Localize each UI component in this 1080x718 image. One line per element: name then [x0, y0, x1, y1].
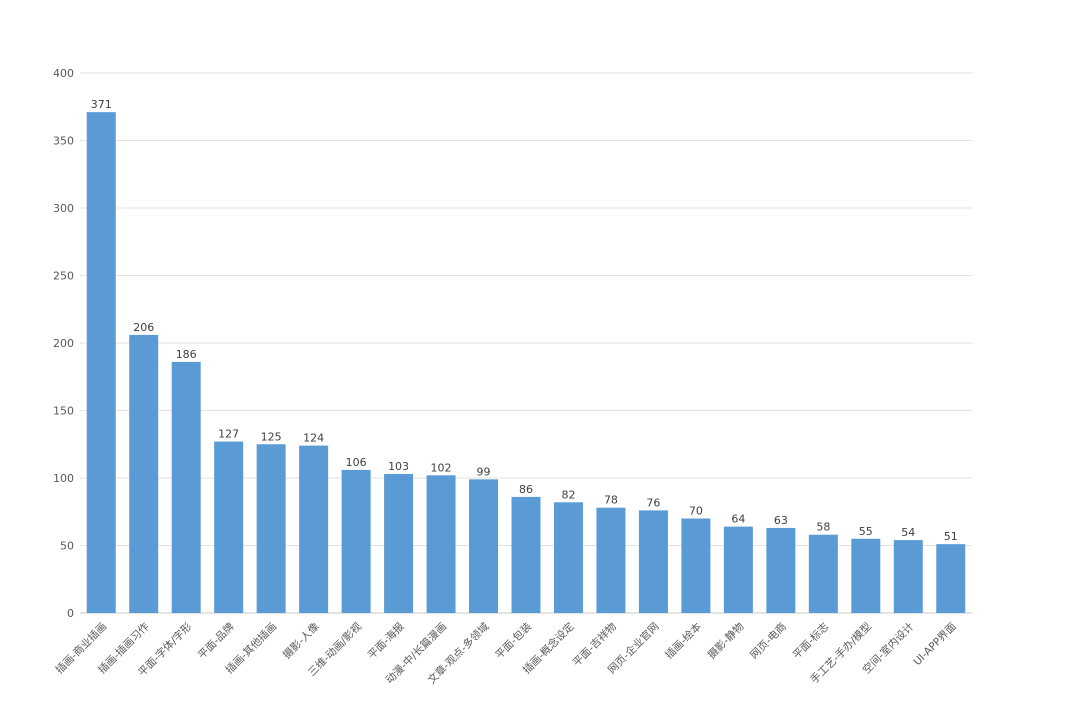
data-label: 64	[731, 513, 745, 526]
bar	[553, 502, 583, 613]
x-tick-label: 摄影-人像	[280, 620, 322, 662]
bar	[851, 538, 881, 613]
y-tick-label: 300	[53, 202, 74, 215]
data-label: 51	[944, 530, 958, 543]
x-tick-label: UI-APP界面	[911, 621, 959, 669]
data-label: 125	[261, 430, 282, 443]
data-label: 99	[477, 465, 491, 478]
bar	[86, 112, 116, 614]
x-tick-label: 网页-电商	[747, 620, 789, 662]
bar	[638, 510, 668, 613]
data-label: 78	[604, 494, 618, 507]
bar	[511, 496, 541, 613]
bar	[256, 444, 286, 613]
data-label: 186	[176, 348, 197, 361]
y-tick-label: 50	[60, 540, 74, 553]
data-label: 206	[133, 321, 154, 334]
data-label: 54	[901, 526, 915, 539]
bar	[341, 469, 371, 613]
data-label: 58	[816, 521, 830, 534]
x-tick-label: 平面-标志	[790, 620, 832, 662]
bar	[936, 544, 966, 613]
x-tick-label: 平面-海报	[365, 620, 407, 662]
data-label: 102	[431, 461, 452, 474]
y-tick-label: 100	[53, 472, 74, 485]
bar	[596, 507, 626, 613]
data-label: 86	[519, 483, 533, 496]
y-tick-label: 350	[53, 135, 74, 148]
y-tick-label: 150	[53, 405, 74, 418]
bar	[384, 473, 414, 613]
y-tick-label: 200	[53, 337, 74, 350]
bar	[893, 540, 923, 613]
bar	[723, 526, 753, 613]
y-tick-label: 0	[67, 607, 74, 620]
x-tick-label: 平面-品牌	[195, 620, 237, 662]
data-label: 55	[859, 525, 873, 538]
x-tick-label: 插画-绘本	[662, 620, 704, 662]
data-label: 371	[91, 98, 112, 111]
bar	[426, 475, 456, 613]
bar	[129, 334, 159, 613]
bar	[214, 441, 244, 613]
bar	[171, 361, 201, 613]
data-label: 63	[774, 514, 788, 527]
y-tick-label: 250	[53, 270, 74, 283]
bar	[808, 534, 838, 613]
x-tick-label: 摄影-静物	[705, 620, 747, 662]
data-label: 106	[346, 456, 367, 469]
bar	[681, 518, 711, 613]
bar	[469, 479, 499, 613]
data-label: 76	[646, 496, 660, 509]
data-label: 124	[303, 432, 324, 445]
data-label: 82	[561, 488, 575, 501]
data-label: 127	[218, 428, 239, 441]
data-label: 70	[689, 505, 703, 518]
bar	[766, 527, 796, 613]
y-tick-label: 400	[53, 67, 74, 80]
x-tick-label: 平面-包装	[493, 620, 535, 662]
bar	[299, 445, 329, 613]
data-label: 103	[388, 460, 409, 473]
